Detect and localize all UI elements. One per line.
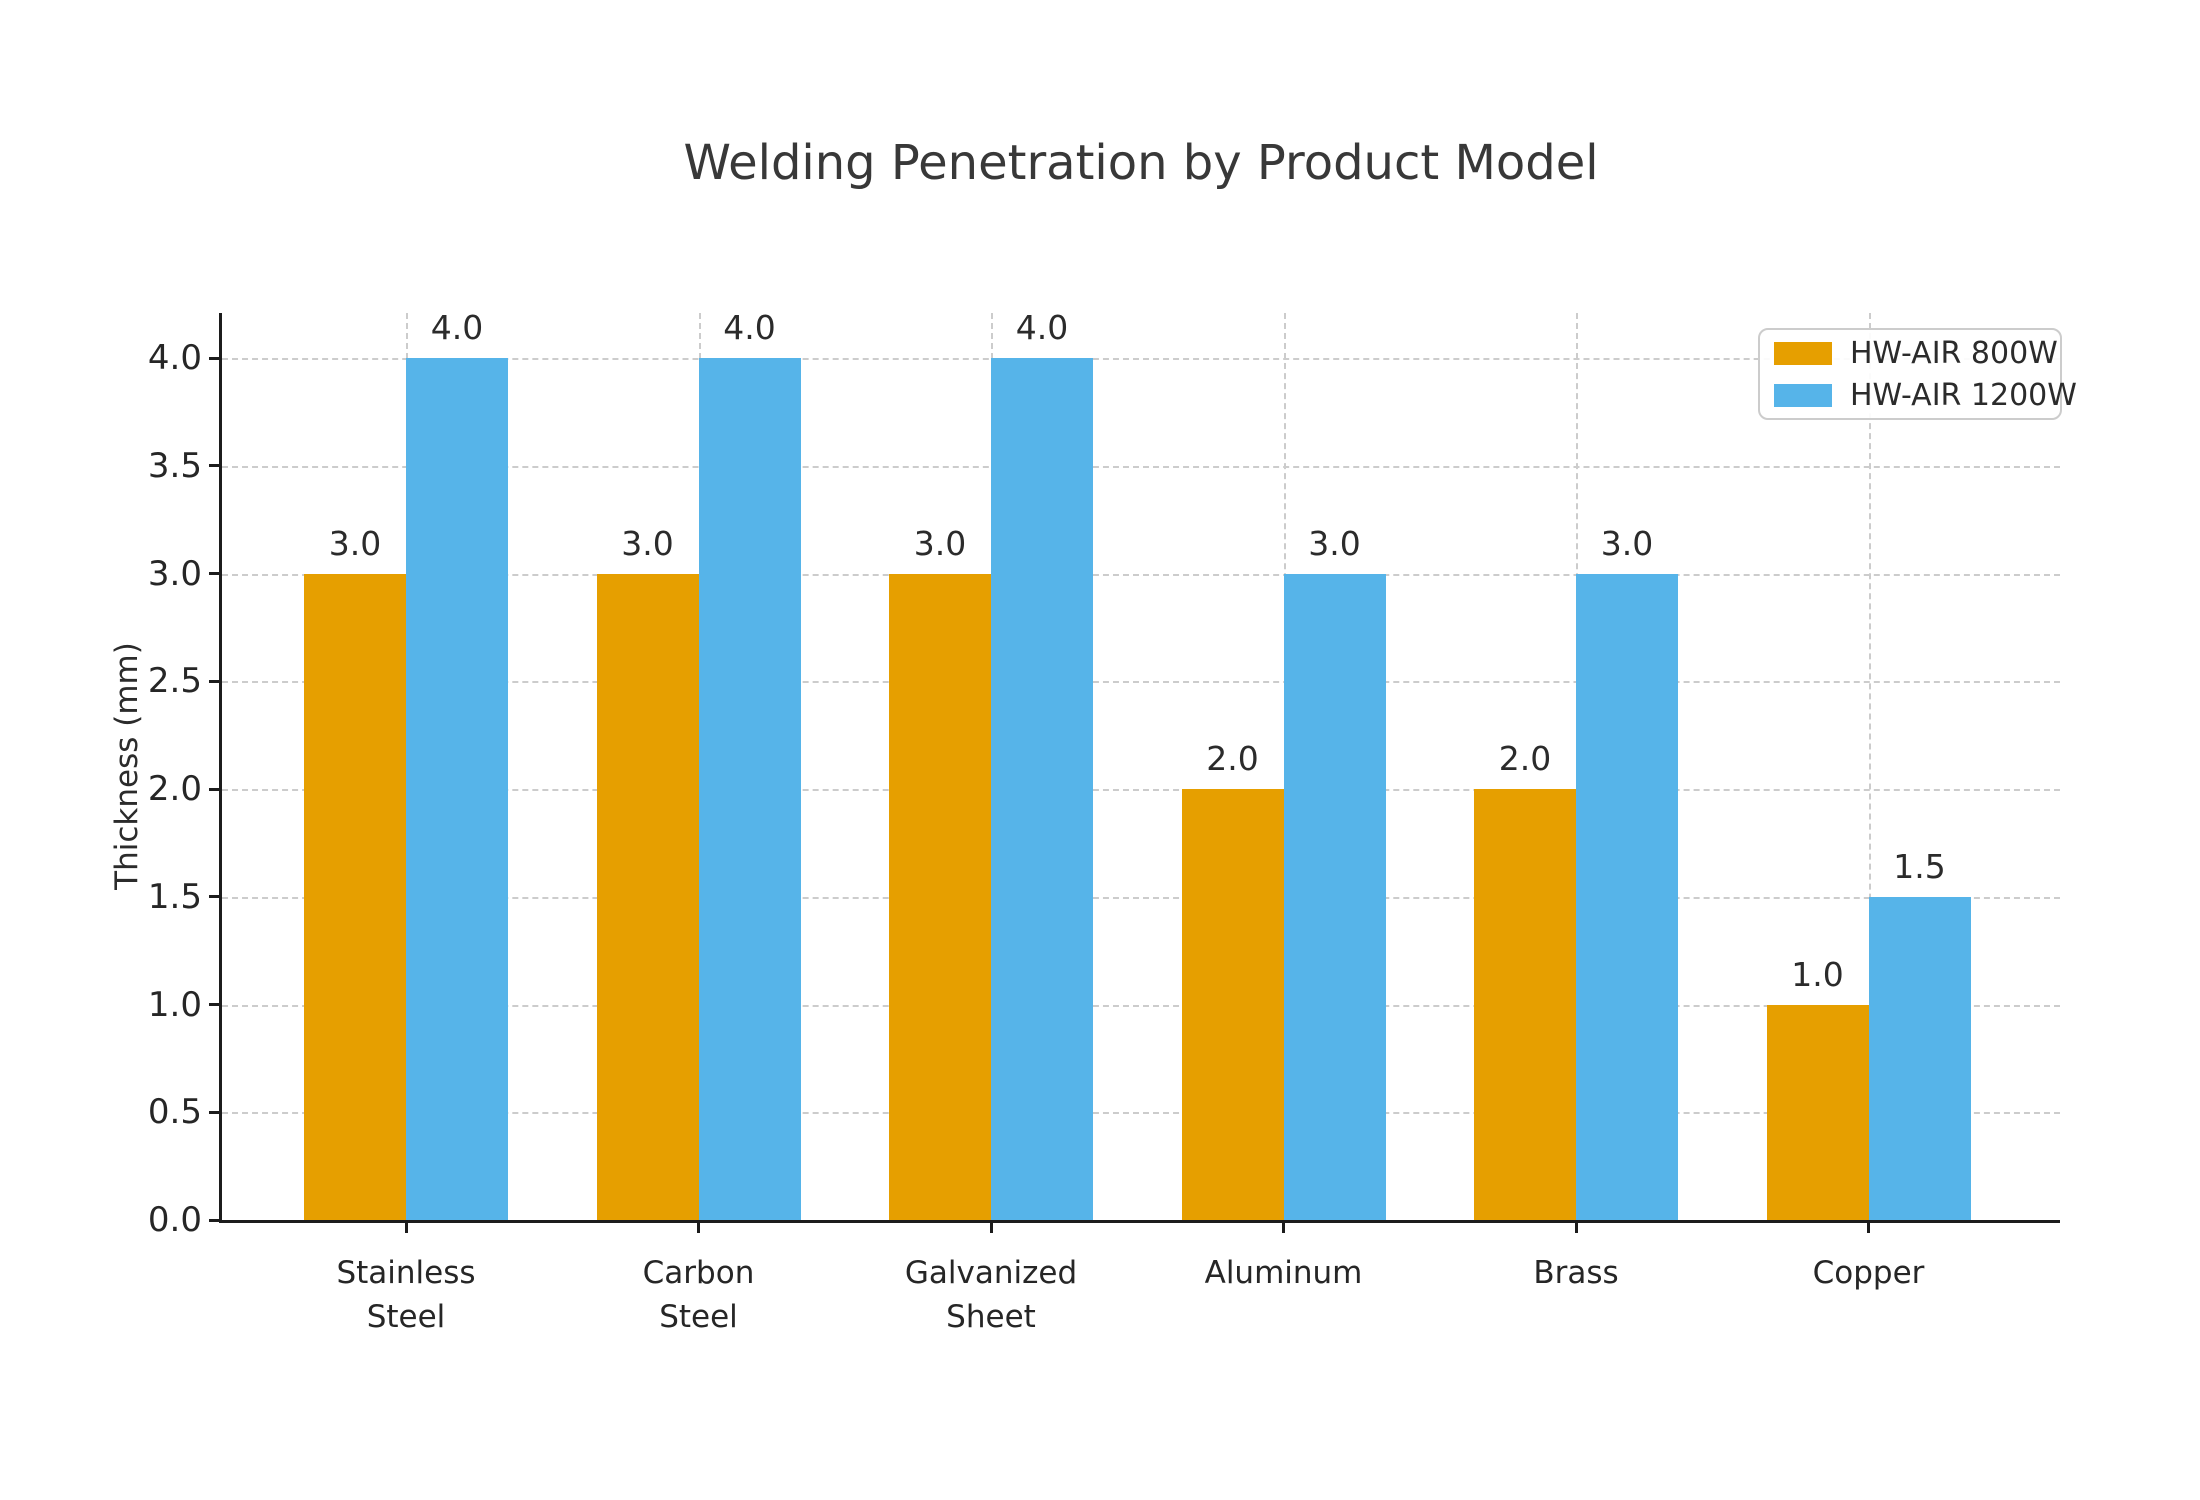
gridline-horizontal (222, 681, 2060, 684)
bar (1474, 789, 1576, 1220)
legend-entry: HW-AIR 1200W (1774, 377, 2077, 413)
x-tick (404, 1223, 408, 1233)
bar-value-label: 3.0 (913, 523, 967, 563)
y-tick (209, 787, 219, 791)
x-tick-label: Aluminum (1204, 1255, 1363, 1291)
y-tick (209, 464, 219, 468)
x-tick (1574, 1223, 1578, 1233)
gridline-vertical (1868, 313, 1871, 1220)
x-tick (1282, 1223, 1285, 1233)
y-tick (209, 1003, 219, 1007)
bar (1283, 573, 1386, 1220)
y-tick (209, 572, 219, 576)
bar (406, 358, 508, 1220)
bar (698, 358, 801, 1220)
x-tick-label: Stainless Steel (336, 1255, 476, 1335)
bar-value-label: 4.0 (723, 308, 776, 348)
y-axis-spine (219, 313, 222, 1223)
x-tick-label: Galvanized Sheet (904, 1255, 1078, 1335)
y-tick (209, 895, 219, 899)
y-tick (209, 1218, 219, 1222)
gridline-horizontal (222, 465, 2060, 468)
x-tick (1867, 1223, 1870, 1233)
bar-value-label: 3.0 (1600, 523, 1654, 563)
chart-title: Welding Penetration by Product Model (683, 135, 1599, 191)
bar (1868, 896, 1971, 1220)
bar (1181, 789, 1284, 1220)
y-axis-label: Thickness (mm) (109, 642, 145, 890)
bar (304, 573, 406, 1220)
y-tick (209, 356, 219, 360)
y-tick-label: 1.5 (147, 876, 202, 917)
bar-value-label: 1.5 (1893, 846, 1946, 886)
bar-value-label: 3.0 (328, 523, 382, 563)
gridline-horizontal (222, 358, 2060, 361)
bar (1766, 1004, 1869, 1220)
gridline-horizontal (222, 896, 2060, 899)
bar-value-label: 1.0 (1791, 954, 1844, 994)
y-tick-label: 2.5 (147, 661, 202, 702)
y-tick-label: 0.5 (147, 1092, 202, 1133)
x-tick (989, 1223, 993, 1233)
legend: HW-AIR 800W HW-AIR 1200W (1758, 328, 2077, 420)
y-tick-label: 3.5 (147, 445, 202, 486)
y-tick-label: 2.0 (147, 769, 202, 810)
bar (596, 573, 699, 1220)
gridline-horizontal (222, 573, 2060, 576)
bar-value-label: 4.0 (1015, 308, 1069, 348)
bar (1576, 573, 1678, 1220)
legend-swatch (1774, 341, 1832, 365)
y-tick-label: 1.0 (147, 984, 202, 1025)
x-tick-label: Brass (1533, 1255, 1619, 1291)
x-tick (697, 1223, 700, 1233)
y-tick-label: 3.0 (147, 553, 202, 594)
gridline-horizontal (222, 1112, 2060, 1115)
legend-label: HW-AIR 800W (1850, 335, 2058, 371)
bar-value-label: 2.0 (1206, 739, 1259, 779)
legend-swatch (1774, 383, 1832, 407)
bar-value-label: 3.0 (1308, 523, 1361, 563)
x-tick-label: Copper (1812, 1255, 1925, 1291)
bar-value-label: 3.0 (621, 523, 674, 563)
x-axis-spine (219, 1220, 2060, 1223)
y-tick (209, 1110, 219, 1114)
plot-area: 3.0 3.0 3.0 2.0 2.0 1.0 4.0 4.0 4.0 3.0 3.0 1.5 0.0… (148, 308, 2077, 1335)
y-tick-label: 0.0 (147, 1200, 202, 1240)
legend-label: HW-AIR 1200W (1850, 377, 2077, 413)
bar-value-label: 2.0 (1498, 739, 1552, 779)
legend-entry: HW-AIR 800W (1774, 335, 2058, 371)
gridline-horizontal (222, 789, 2060, 792)
bar (991, 358, 1093, 1220)
gridline-horizontal (222, 1004, 2060, 1007)
bar-value-label: 4.0 (430, 308, 484, 348)
y-tick (209, 679, 219, 683)
x-tick-label: Carbon Steel (642, 1255, 755, 1335)
bar (889, 573, 991, 1220)
y-tick-label: 4.0 (147, 338, 202, 379)
